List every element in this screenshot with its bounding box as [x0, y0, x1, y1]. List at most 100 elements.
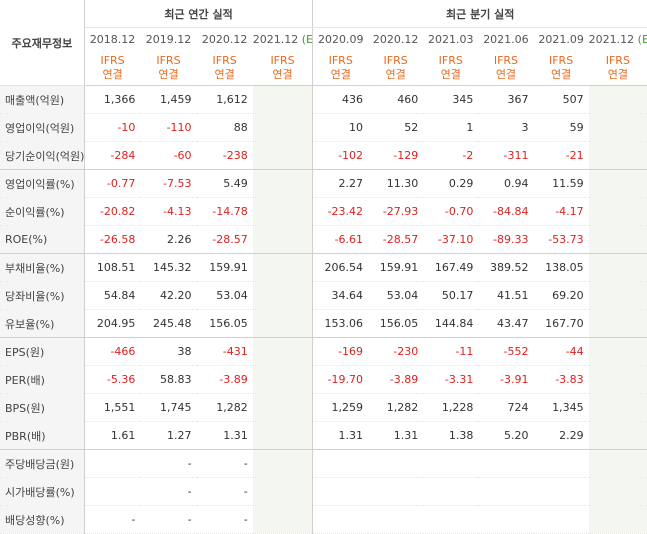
value-cell: 11.30: [368, 169, 424, 198]
value-cell: -60: [140, 141, 197, 170]
period-label: 2020.09: [317, 32, 364, 46]
consolidated-text: 연결: [214, 67, 235, 81]
value-cell: -11: [423, 337, 479, 366]
row-label: 주당배당금(원): [0, 449, 85, 478]
value-cell: 204.95: [84, 309, 141, 338]
value-cell: 167.49: [423, 253, 479, 282]
estimate-mark: (E): [637, 32, 647, 46]
consolidated-text: 연결: [330, 67, 351, 81]
value-cell: -23.42: [312, 197, 369, 226]
row-label: 당좌비율(%): [0, 281, 85, 310]
value-cell: 0.29: [423, 169, 479, 198]
value-cell: -552: [478, 337, 534, 366]
row-label: 순이익률(%): [0, 197, 85, 226]
value-cell: 43.47: [478, 309, 534, 338]
value-cell: -27.93: [368, 197, 424, 226]
value-cell: -: [84, 505, 141, 534]
consolidated-text: 연결: [158, 67, 179, 81]
value-cell: -169: [312, 337, 369, 366]
value-cell: 10: [312, 113, 369, 142]
value-cell: 1.31: [196, 421, 253, 450]
value-cell: 1.31: [312, 421, 369, 450]
value-cell: [423, 449, 479, 478]
value-cell: [423, 477, 479, 506]
ifrs-consolidated-label: IFRS 연결: [588, 50, 647, 86]
row-label: 시가배당률(%): [0, 477, 85, 506]
value-cell: [252, 169, 313, 198]
value-cell: 3: [478, 113, 534, 142]
value-cell: [533, 505, 589, 534]
table-row: 영업이익(억원) -10 -110 88 10 52 1 3 59: [0, 113, 647, 142]
value-cell: 1,366: [84, 85, 141, 114]
estimate-mark: (E): [301, 32, 313, 46]
ifrs-consolidated-label: IFRS 연결: [196, 50, 253, 86]
value-cell: 159.91: [368, 253, 424, 282]
ifrs-text: IFRS: [605, 53, 630, 67]
ifrs-consolidated-label: IFRS 연결: [478, 50, 534, 86]
value-cell: 724: [478, 393, 534, 422]
value-cell: -7.53: [140, 169, 197, 198]
period-header: 2021.12 (E): [252, 27, 313, 50]
value-cell: -: [140, 505, 197, 534]
value-cell: 1,612: [196, 85, 253, 114]
value-cell: 58.83: [140, 365, 197, 394]
value-cell: -230: [368, 337, 424, 366]
row-label: EPS(원): [0, 337, 85, 366]
value-cell: 1.38: [423, 421, 479, 450]
value-cell: -89.33: [478, 225, 534, 254]
row-label: 배당성향(%): [0, 505, 85, 534]
consolidated-text: 연결: [607, 67, 628, 81]
value-cell: 88: [196, 113, 253, 142]
value-cell: [533, 449, 589, 478]
ifrs-text: IFRS: [493, 53, 519, 67]
value-cell: [368, 505, 424, 534]
value-cell: 54.84: [84, 281, 141, 310]
value-cell: -431: [196, 337, 253, 366]
label-column-header: 주요재무정보: [0, 0, 85, 86]
period-label: 2020.12: [201, 32, 248, 46]
value-cell: [252, 225, 313, 254]
value-cell: [312, 449, 369, 478]
ifrs-consolidated-label: IFRS 연결: [533, 50, 589, 86]
value-cell: -5.36: [84, 365, 141, 394]
ifrs-consolidated-label: IFRS 연결: [252, 50, 313, 86]
value-cell: [368, 449, 424, 478]
table-row: 당기순이익(억원) -284 -60 -238 -102 -129 -2 -311 -21: [0, 141, 647, 170]
value-cell: [252, 421, 313, 450]
ifrs-consolidated-label: IFRS 연결: [423, 50, 479, 86]
ifrs-consolidated-label: IFRS 연결: [368, 50, 424, 86]
value-cell: [588, 393, 647, 422]
consolidated-text: 연결: [385, 67, 406, 81]
value-cell: [252, 113, 313, 142]
value-cell: [588, 309, 647, 338]
value-cell: -4.17: [533, 197, 589, 226]
value-cell: -37.10: [423, 225, 479, 254]
value-cell: 145.32: [140, 253, 197, 282]
value-cell: 1.27: [140, 421, 197, 450]
value-cell: 41.51: [478, 281, 534, 310]
row-label: PER(배): [0, 365, 85, 394]
value-cell: 2.27: [312, 169, 369, 198]
value-cell: 206.54: [312, 253, 369, 282]
value-cell: -: [140, 449, 197, 478]
value-cell: 5.49: [196, 169, 253, 198]
value-cell: [588, 85, 647, 114]
value-cell: [478, 505, 534, 534]
value-cell: 34.64: [312, 281, 369, 310]
value-cell: [252, 449, 313, 478]
table-row: 영업이익률(%) -0.77 -7.53 5.49 2.27 11.30 0.29 0.94 1…: [0, 169, 647, 198]
value-cell: 1,282: [196, 393, 253, 422]
value-cell: [533, 477, 589, 506]
value-cell: -0.77: [84, 169, 141, 198]
value-cell: 1,459: [140, 85, 197, 114]
period-header: 2020.12: [368, 27, 424, 50]
table-row: 부채비율(%) 108.51 145.32 159.91 206.54 159.91 167…: [0, 253, 647, 282]
row-label: 영업이익(억원): [0, 113, 85, 142]
value-cell: -: [196, 477, 253, 506]
quarter-group-header: 최근 분기 실적: [312, 0, 647, 28]
value-cell: -: [196, 505, 253, 534]
value-cell: [588, 477, 647, 506]
period-header: 2020.12: [196, 27, 253, 50]
ifrs-text: IFRS: [212, 53, 237, 67]
table-row: 시가배당률(%) - -: [0, 477, 647, 506]
